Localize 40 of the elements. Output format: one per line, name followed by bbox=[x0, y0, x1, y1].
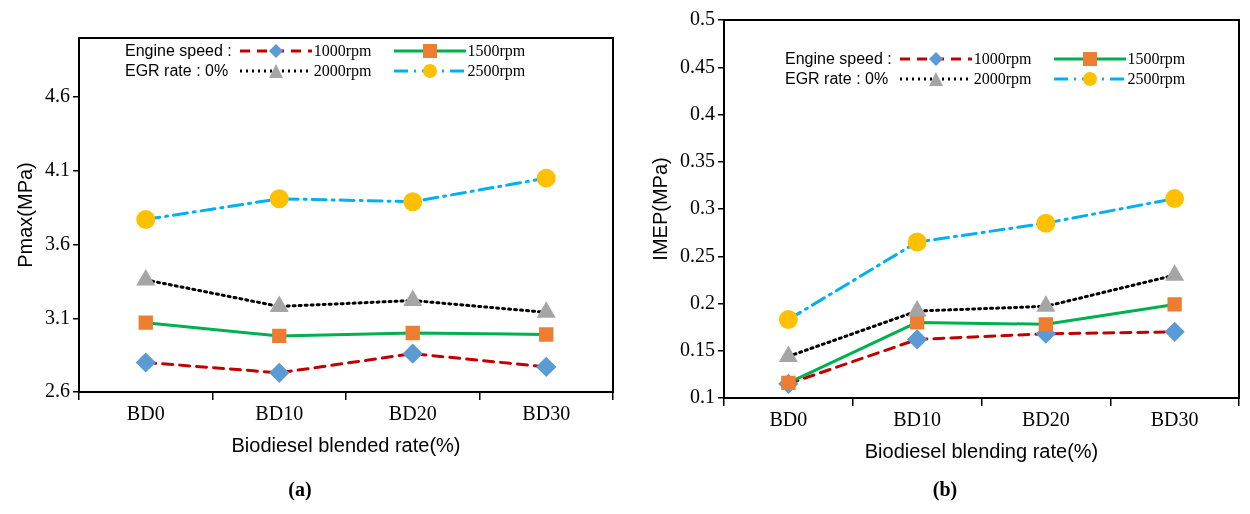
y-tick-label: 4.6 bbox=[45, 84, 70, 107]
y-tick-label: 3.6 bbox=[45, 231, 70, 254]
y-tick-label: 0.2 bbox=[690, 290, 715, 313]
text: (a) bbox=[288, 478, 312, 500]
annotation: EGR rate : 0% bbox=[785, 70, 890, 88]
y-tick-label: 0.45 bbox=[680, 54, 715, 77]
legend-label: 1500rpm bbox=[467, 42, 526, 60]
y-tick-label: 0.3 bbox=[690, 196, 715, 219]
text: (b) bbox=[932, 478, 958, 500]
x-axis-title: Biodiesel blending rate(%) bbox=[864, 439, 1099, 462]
y-axis-title: IMEP(MPa) bbox=[648, 157, 671, 261]
x-tick-label: BD20 bbox=[1021, 408, 1070, 431]
y-axis-title: Pmax(MPa) bbox=[13, 162, 36, 268]
legend-title: Engine speed : bbox=[125, 42, 232, 60]
legend-title: Engine speed : bbox=[785, 50, 892, 68]
x-tick-label: BD30 bbox=[522, 402, 571, 425]
x-axis-title: Biodiesel blended rate(%) bbox=[231, 433, 461, 456]
x-tick-label: BD10 bbox=[255, 402, 304, 425]
legend-label: 1500rpm bbox=[1127, 50, 1186, 68]
y-tick-label: 0.5 bbox=[690, 7, 715, 30]
legend-label: 2500rpm bbox=[467, 62, 526, 80]
x-tick-label: BD10 bbox=[893, 408, 942, 431]
legend-label: 2500rpm bbox=[1127, 70, 1186, 88]
legend-label: 1000rpm bbox=[973, 50, 1032, 68]
x-tick-label: BD0 bbox=[769, 408, 808, 431]
y-tick-label: 0.4 bbox=[690, 101, 715, 124]
legend-label: 2000rpm bbox=[313, 62, 372, 80]
x-tick-label: BD20 bbox=[388, 402, 437, 425]
y-tick-label: 0.1 bbox=[690, 385, 715, 408]
legend-label: 2000rpm bbox=[973, 70, 1032, 88]
y-tick-label: 0.35 bbox=[680, 149, 715, 171]
y-tick-label: 2.6 bbox=[45, 379, 70, 402]
annotation: EGR rate : 0% bbox=[125, 62, 230, 80]
legend-label: 1000rpm bbox=[313, 42, 372, 60]
x-tick-label: BD0 bbox=[126, 402, 165, 425]
y-tick-label: 3.1 bbox=[45, 305, 70, 328]
x-tick-label: BD30 bbox=[1150, 408, 1199, 431]
y-tick-label: 0.15 bbox=[680, 338, 715, 360]
y-tick-label: 0.25 bbox=[680, 243, 715, 266]
y-tick-label: 4.1 bbox=[45, 158, 70, 180]
